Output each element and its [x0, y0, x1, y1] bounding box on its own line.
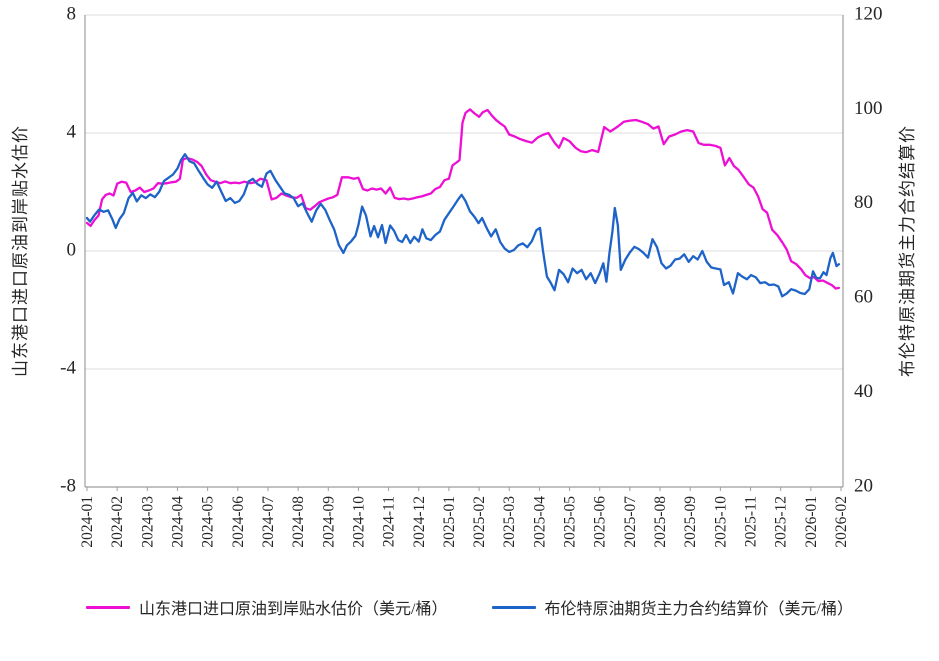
- x-tick-label: 2024-09: [320, 496, 337, 548]
- x-tick-label: 2024-02: [109, 496, 126, 548]
- x-tick-label: 2025-04: [531, 496, 548, 548]
- legend-swatch-blue-line: [491, 605, 536, 609]
- x-tick-label: 2025-05: [562, 496, 579, 548]
- right-tick-label: 20: [854, 475, 873, 496]
- right-tick-label: 120: [854, 3, 883, 24]
- x-tick-label: 2024-07: [260, 496, 277, 548]
- right-axis-title: 布伦特原油期货主力合约结算价: [898, 125, 917, 377]
- x-tick-label: 2025-12: [773, 496, 790, 548]
- x-tick-label: 2025-03: [501, 496, 518, 548]
- legend-label-brent: 布伦特原油期货主力合约结算价（美元/桶）: [544, 601, 853, 618]
- legend-item-brent: 布伦特原油期货主力合约结算价（美元/桶）: [491, 595, 853, 619]
- x-tick-label: 2024-12: [411, 496, 428, 548]
- right-tick-label: 60: [854, 287, 873, 308]
- left-tick-label: -4: [60, 357, 76, 378]
- right-tick-label: 100: [854, 98, 883, 119]
- x-tick-label: 2025-01: [441, 496, 458, 548]
- series-line-brent: [85, 153, 841, 298]
- x-tick-label: 2024-11: [381, 496, 398, 547]
- x-tick-label: 2024-08: [290, 496, 307, 548]
- x-tick-label: 2024-05: [200, 496, 217, 548]
- series-line-discount: [85, 108, 841, 290]
- x-tick-label: 2025-02: [471, 496, 488, 548]
- x-tick-label: 2025-10: [712, 496, 729, 548]
- x-tick-label: 2025-08: [652, 496, 669, 548]
- x-tick-label: 2024-10: [350, 496, 367, 548]
- x-tick-label: 2024-01: [79, 496, 96, 548]
- x-tick-label: 2025-06: [592, 496, 609, 548]
- x-tick-label: 2025-09: [682, 496, 699, 548]
- legend-item-discount: 山东港口进口原油到岸贴水估价（美元/桶）: [86, 595, 448, 619]
- right-tick-label: 40: [854, 381, 873, 402]
- left-tick-label: 8: [67, 3, 77, 24]
- left-tick-label: -8: [60, 475, 76, 496]
- chart-legend: 山东港口进口原油到岸贴水估价（美元/桶） 布伦特原油期货主力合约结算价（美元/桶…: [0, 595, 939, 619]
- left-axis-title: 山东港口进口原油到岸贴水估价: [11, 125, 30, 377]
- x-tick-label: 2024-06: [230, 496, 247, 548]
- legend-label-discount: 山东港口进口原油到岸贴水估价（美元/桶）: [139, 601, 448, 618]
- x-tick-label: 2025-07: [622, 496, 639, 548]
- left-tick-label: 0: [67, 239, 77, 260]
- x-tick-label: 2024-04: [169, 496, 186, 548]
- x-tick-label: 2026-02: [833, 496, 850, 548]
- x-tick-label: 2024-03: [139, 496, 156, 548]
- legend-swatch-magenta-line: [86, 605, 131, 609]
- right-tick-label: 80: [854, 192, 873, 213]
- x-tick-label: 2026-01: [803, 496, 820, 548]
- x-tick-label: 2025-11: [743, 496, 760, 547]
- left-tick-label: 4: [67, 121, 77, 142]
